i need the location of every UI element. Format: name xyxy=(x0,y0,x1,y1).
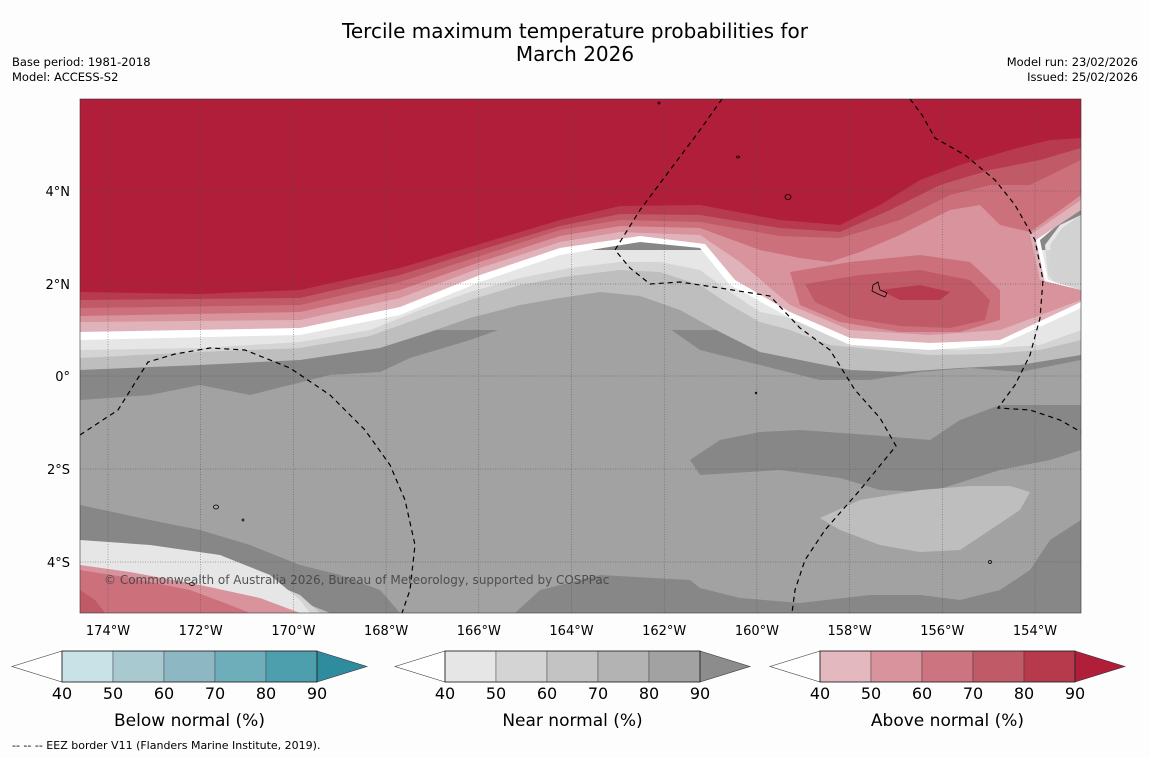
colorbar-title: Near normal (%) xyxy=(502,711,642,731)
lon-label: 164°W xyxy=(549,624,593,639)
colorbar-extend-low xyxy=(393,650,446,683)
colorbar-tick-label: 90 xyxy=(1065,684,1085,703)
latitude-labels: 4°N 2°N 0° 2°S 4°S xyxy=(46,185,71,571)
lon-label: 172°W xyxy=(179,624,223,639)
colorbar-tick-label: 70 xyxy=(588,684,608,703)
colorbar-segment xyxy=(444,650,497,683)
probability-field: © Commonwealth of Australia 2026, Bureau… xyxy=(80,99,1081,613)
colorbar-segment xyxy=(495,650,548,683)
longitude-labels: 174°W 172°W 170°W 168°W 166°W 164°W 162°… xyxy=(86,624,1057,639)
title-line-2: March 2026 xyxy=(515,42,635,66)
colorbar-segment xyxy=(921,650,974,683)
colorbar-outline xyxy=(444,650,701,683)
islands xyxy=(189,101,992,586)
base-period-text: Base period: 1981-2018 xyxy=(12,55,151,69)
colorbar-tick-label: 60 xyxy=(537,684,557,703)
near-normal-60-region xyxy=(80,250,1081,613)
eez-footnote: -- -- -- EEZ border V11 (Flanders Marine… xyxy=(12,739,321,752)
lon-label: 154°W xyxy=(1013,624,1057,639)
lon-label: 168°W xyxy=(364,624,408,639)
lat-label: 0° xyxy=(55,370,70,385)
lat-label: 2°N xyxy=(46,278,71,293)
colorbar-title: Above normal (%) xyxy=(871,711,1024,731)
lon-label: 170°W xyxy=(271,624,315,639)
lon-label: 160°W xyxy=(735,624,779,639)
colorbar-segment xyxy=(1023,650,1076,683)
colorbar-tick-label: 80 xyxy=(256,684,276,703)
lon-label: 156°W xyxy=(920,624,964,639)
info-left: Base period: 1981-2018 Model: ACCESS-S2 xyxy=(12,55,151,85)
colorbar-segment xyxy=(61,650,114,683)
above-normal-southwest-edge xyxy=(80,590,105,613)
colorbar-segment xyxy=(597,650,650,683)
lon-label: 174°W xyxy=(86,624,130,639)
colorbar-tick-label: 70 xyxy=(963,684,983,703)
colorbar-extend-high xyxy=(699,650,752,683)
lat-label: 2°S xyxy=(47,463,70,478)
colorbar-tick-label: 70 xyxy=(205,684,225,703)
lat-label: 4°S xyxy=(47,556,70,571)
colorbar-segment xyxy=(870,650,923,683)
colorbar-tick-label: 80 xyxy=(1014,684,1034,703)
colorbar-segment xyxy=(163,650,216,683)
issued-text: Issued: 25/02/2026 xyxy=(1027,70,1138,84)
lon-label: 166°W xyxy=(457,624,501,639)
colorbar-tick-label: 80 xyxy=(639,684,659,703)
lat-label: 4°N xyxy=(46,185,71,200)
colorbar-segment xyxy=(546,650,599,683)
colorbar-extend-low xyxy=(768,650,821,683)
colorbar-segment xyxy=(648,650,701,683)
colorbar-title: Below normal (%) xyxy=(114,711,265,731)
colorbar-legends: 40 50 60 70 80 90 Below normal (%) 40 50 60 70 80 90… xyxy=(10,650,1127,731)
colorbar-tick-label: 40 xyxy=(810,684,830,703)
model-run-text: Model run: 23/02/2026 xyxy=(1006,55,1138,69)
colorbar-2: 40 50 60 70 80 90 Above normal (%) xyxy=(768,650,1127,731)
colorbar-tick-label: 60 xyxy=(912,684,932,703)
info-right: Model run: 23/02/2026 Issued: 25/02/2026 xyxy=(1007,55,1138,85)
colorbar-tick-label: 40 xyxy=(52,684,72,703)
lon-label: 158°W xyxy=(828,624,872,639)
colorbar-segment xyxy=(265,650,318,683)
colorbar-0: 40 50 60 70 80 90 Below normal (%) xyxy=(10,650,369,731)
copyright-text: © Commonwealth of Australia 2026, Bureau… xyxy=(104,573,609,587)
colorbar-tick-label: 90 xyxy=(307,684,327,703)
map-title: Tercile maximum temperature probabilitie… xyxy=(0,20,1150,66)
model-text: Model: ACCESS-S2 xyxy=(12,70,119,84)
lon-label: 162°W xyxy=(642,624,686,639)
colorbar-segment xyxy=(112,650,165,683)
colorbar-tick-label: 50 xyxy=(103,684,123,703)
colorbar-tick-label: 60 xyxy=(154,684,174,703)
near-normal-blob-east xyxy=(1050,215,1081,296)
colorbar-extend-high xyxy=(316,650,369,683)
colorbar-tick-label: 90 xyxy=(690,684,710,703)
colorbar-tick-label: 50 xyxy=(486,684,506,703)
colorbar-segment xyxy=(819,650,872,683)
colorbar-tick-label: 50 xyxy=(861,684,881,703)
map-frame xyxy=(79,98,1082,614)
eez-borders xyxy=(80,99,1081,613)
colorbar-extend-low xyxy=(10,650,63,683)
colorbar-outline xyxy=(819,650,1076,683)
colorbar-tick-label: 40 xyxy=(435,684,455,703)
title-line-1: Tercile maximum temperature probabilitie… xyxy=(342,19,808,43)
colorbar-segment xyxy=(214,650,267,683)
colorbar-segment xyxy=(972,650,1025,683)
colorbar-extend-high xyxy=(1074,650,1127,683)
above-normal-southwest-core xyxy=(80,570,250,613)
graticule xyxy=(80,99,1081,613)
colorbar-1: 40 50 60 70 80 90 Near normal (%) xyxy=(393,650,752,731)
above-normal-max-region xyxy=(80,99,1081,294)
colorbar-outline xyxy=(61,650,318,683)
